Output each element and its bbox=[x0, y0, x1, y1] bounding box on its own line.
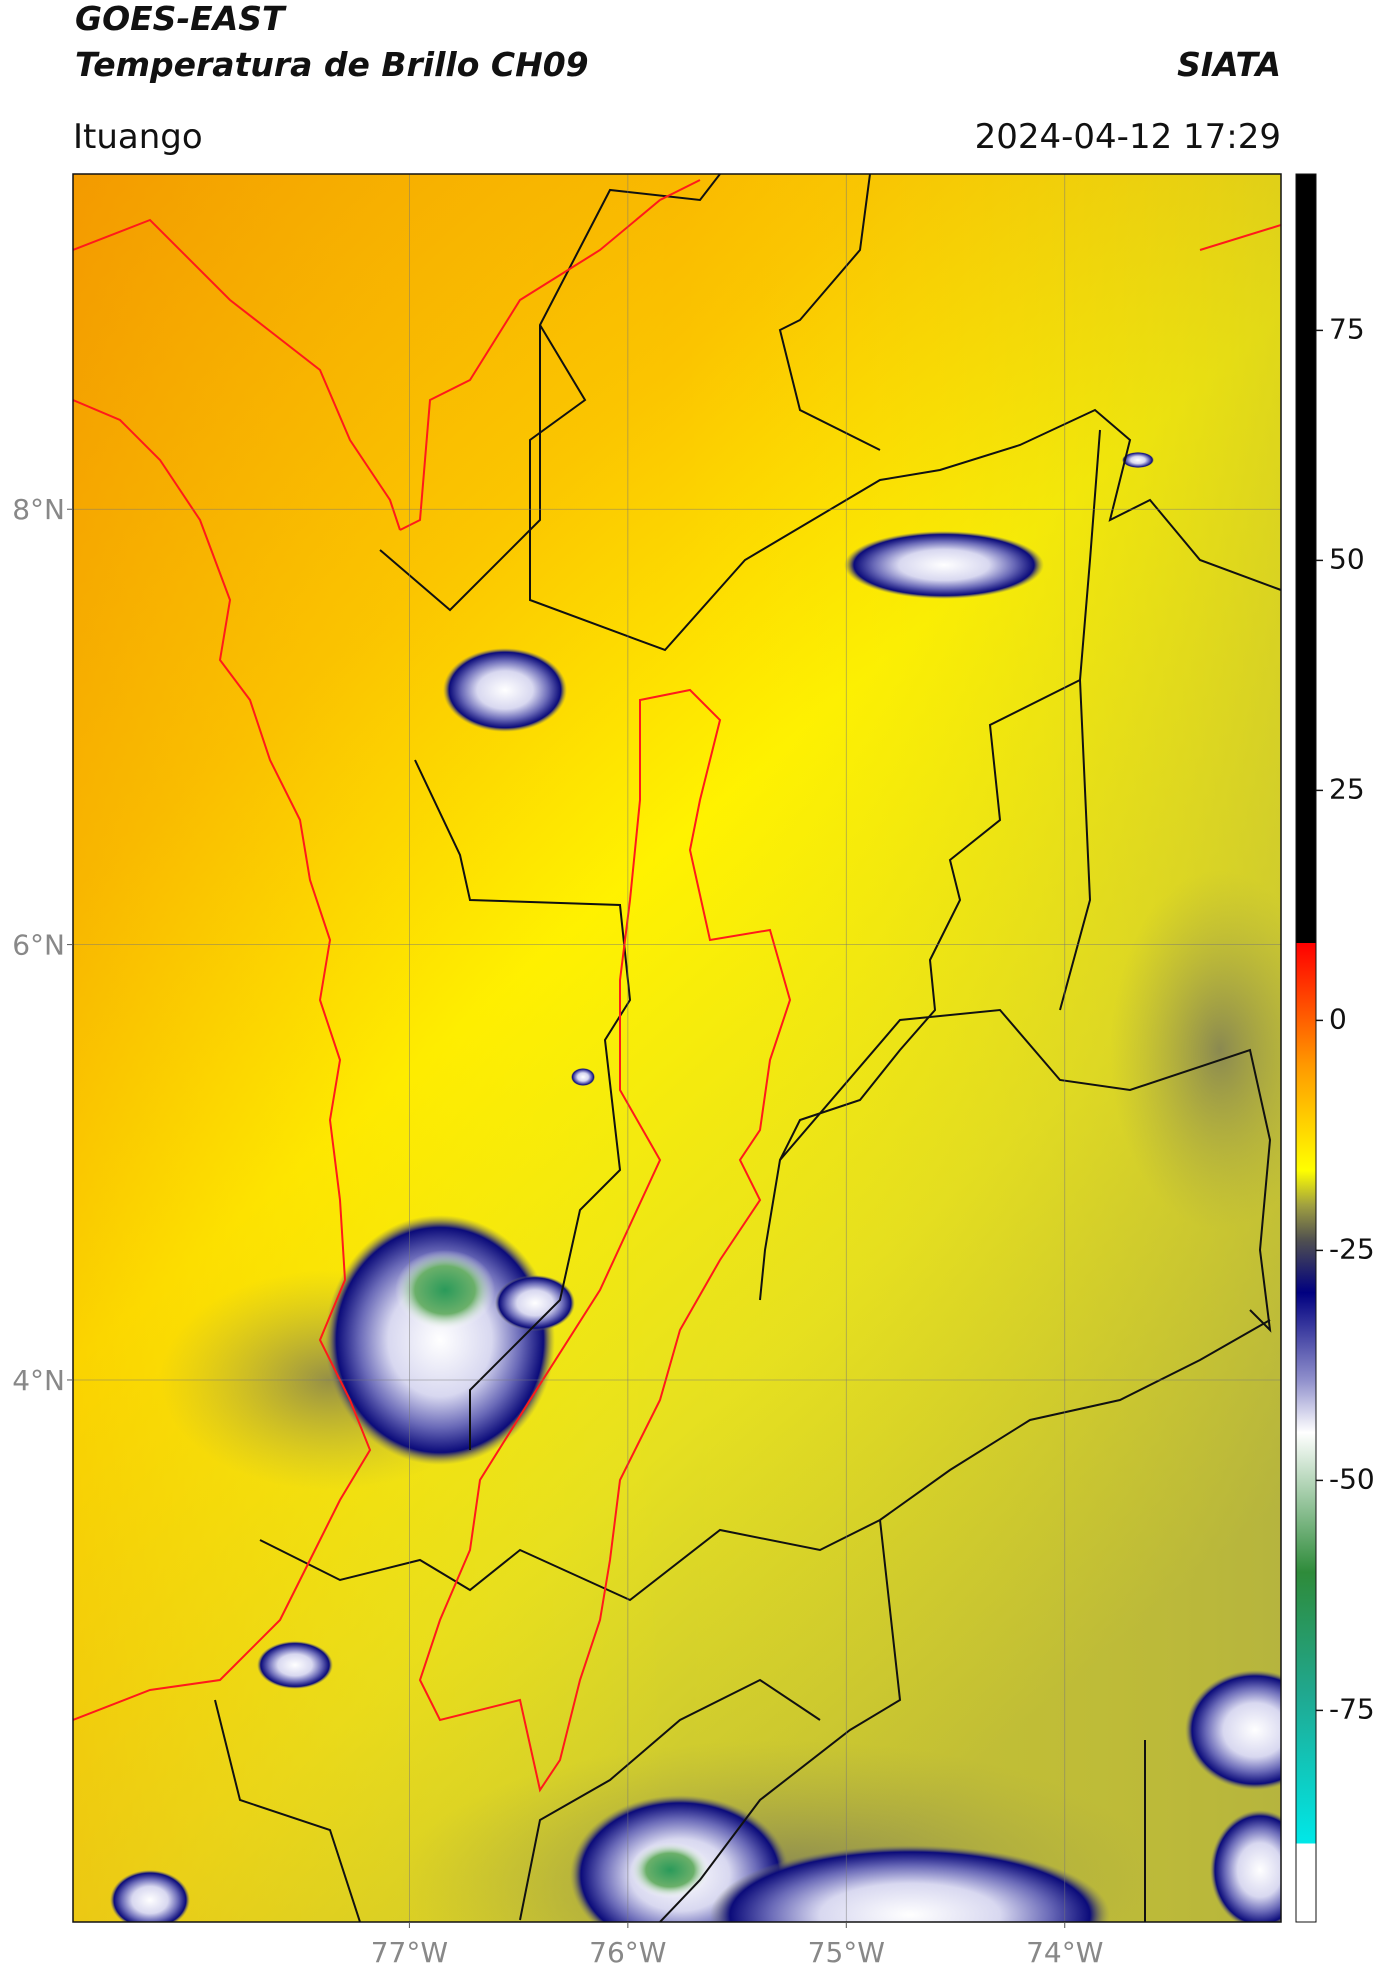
cloud bbox=[844, 531, 1044, 599]
y-tick-label: 4°N bbox=[12, 1364, 65, 1397]
cloud bbox=[110, 1870, 190, 1922]
colorbar-tick-label: -50 bbox=[1329, 1462, 1375, 1495]
haze bbox=[1110, 870, 1281, 1230]
datetime: 2024-04-12 17:29 bbox=[975, 117, 1281, 157]
coast-and-basin bbox=[73, 179, 1281, 1793]
colorbar-tick-label: 50 bbox=[1329, 542, 1365, 575]
cloud bbox=[325, 1215, 555, 1465]
cloud-core bbox=[395, 1250, 495, 1330]
coastline bbox=[73, 218, 401, 531]
border bbox=[259, 1319, 1271, 1602]
border bbox=[779, 1008, 1272, 1333]
colorbar bbox=[1295, 173, 1317, 1923]
source: SIATA bbox=[1177, 45, 1281, 84]
cloud bbox=[1210, 1810, 1281, 1922]
colorbar-tick-label: -25 bbox=[1329, 1232, 1375, 1265]
x-tick-label: 77°W bbox=[371, 1936, 448, 1969]
cloud bbox=[1122, 452, 1154, 468]
border bbox=[1059, 679, 1092, 1011]
border bbox=[529, 324, 1281, 652]
border bbox=[519, 1678, 821, 1921]
colorbar-tick-label: -75 bbox=[1329, 1692, 1375, 1725]
map-frame bbox=[72, 173, 1282, 1923]
coastline bbox=[399, 179, 701, 531]
coastline bbox=[1199, 224, 1281, 251]
colorbar-tick-label: 0 bbox=[1329, 1002, 1347, 1035]
map-image bbox=[73, 174, 1281, 1922]
cloud bbox=[443, 648, 567, 732]
border bbox=[214, 1699, 361, 1922]
x-tick-label: 75°W bbox=[808, 1936, 885, 1969]
coastline bbox=[73, 399, 372, 1721]
x-tick-label: 76°W bbox=[589, 1936, 666, 1969]
border bbox=[759, 429, 1101, 1301]
cloud bbox=[571, 1068, 595, 1086]
subtitle: Temperatura de Brillo CH09 bbox=[75, 45, 589, 84]
y-tick-label: 8°N bbox=[12, 493, 65, 526]
colorbar-tick-label: 25 bbox=[1329, 772, 1365, 805]
map-shade bbox=[73, 174, 1281, 1922]
border bbox=[659, 1519, 902, 1922]
cloud bbox=[710, 1845, 1110, 1922]
border bbox=[414, 759, 632, 1450]
cloud bbox=[257, 1641, 333, 1689]
borders bbox=[214, 174, 1281, 1922]
x-tick-label: 74°W bbox=[1026, 1936, 1103, 1969]
title: GOES-EAST bbox=[75, 0, 287, 38]
cloud bbox=[1185, 1670, 1281, 1790]
location: Ituango bbox=[73, 117, 203, 157]
cloud-core bbox=[630, 1842, 710, 1898]
cloud bbox=[495, 1275, 575, 1331]
basin-outline bbox=[418, 688, 792, 1793]
colorbar-tick-label: 75 bbox=[1329, 312, 1365, 345]
graticule bbox=[73, 174, 1281, 1922]
border bbox=[778, 174, 881, 451]
y-tick-label: 6°N bbox=[12, 929, 65, 962]
